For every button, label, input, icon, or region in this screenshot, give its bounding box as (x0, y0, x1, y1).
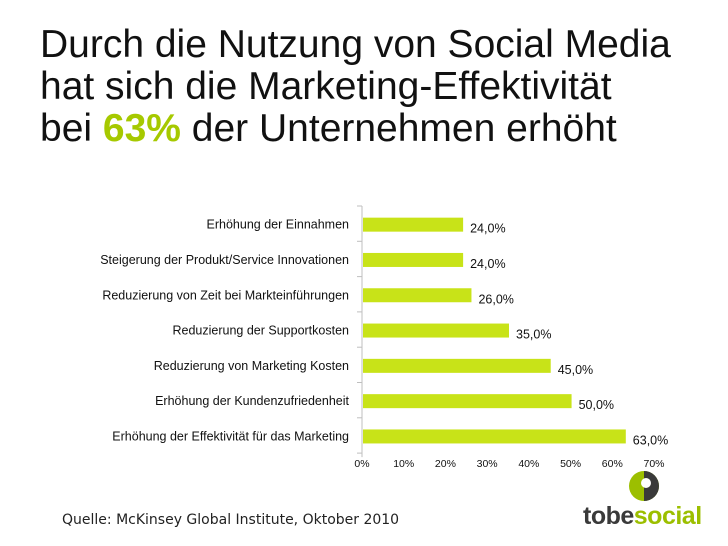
x-tick-label: 20% (435, 458, 456, 470)
x-tick-label: 10% (393, 458, 414, 470)
title-highlight: 63% (102, 107, 181, 150)
data-label: 35,0% (516, 328, 551, 342)
source-caption: Quelle: McKinsey Global Institute, Oktob… (62, 512, 400, 528)
data-label: 63,0% (633, 433, 668, 447)
bar (363, 288, 472, 303)
category-label: Erhöhung der Einnahmen (207, 218, 350, 232)
logo-mark-icon (629, 471, 659, 501)
data-label: 45,0% (558, 363, 593, 377)
title-prefix: bei (40, 107, 93, 150)
x-tick-label: 70% (643, 458, 664, 470)
logo-text-social: social (633, 502, 702, 530)
logo-wordmark: tobesocial (583, 503, 702, 529)
data-label: 50,0% (579, 398, 614, 412)
title-line-1: Durch die Nutzung von Social Media (40, 23, 671, 66)
data-label: 24,0% (470, 257, 505, 271)
data-label: 24,0% (470, 222, 505, 236)
brand-logo: tobesocial (583, 470, 718, 530)
bar (363, 252, 464, 267)
data-label: 26,0% (478, 292, 513, 306)
bar (363, 358, 551, 373)
logo-text-tobe: tobe (583, 502, 634, 530)
category-label: Reduzierung von Marketing Kosten (154, 359, 349, 373)
category-label: Steigerung der Produkt/Service Innovatio… (100, 253, 349, 267)
category-label: Erhöhung der Effektivität für das Market… (112, 429, 349, 443)
title-suffix: der Unternehmen erhöht (191, 107, 617, 150)
bar (363, 394, 572, 409)
category-label: Reduzierung der Supportkosten (172, 324, 349, 338)
category-label: Reduzierung von Zeit bei Markteinführung… (102, 288, 349, 302)
bar (363, 217, 464, 232)
bar (363, 323, 509, 338)
bar (363, 429, 626, 444)
slide-title: Durch die Nutzung von Social Media hat s… (40, 24, 720, 150)
title-line-3: bei 63% der Unternehmen erhöht (40, 108, 720, 150)
x-tick-label: 40% (518, 458, 539, 470)
title-line-2: hat sich die Marketing-Effektivität (40, 65, 612, 108)
x-tick-label: 50% (560, 458, 581, 470)
category-label: Erhöhung der Kundenzufriedenheit (155, 394, 349, 408)
x-tick-label: 60% (602, 458, 623, 470)
x-tick-label: 30% (477, 458, 498, 470)
x-tick-label: 0% (354, 458, 369, 470)
